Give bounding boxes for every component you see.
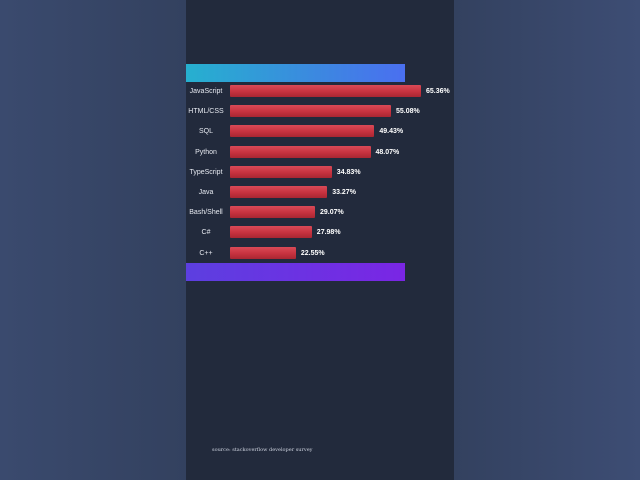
bar-chart: JavaScript 65.36% HTML/CSS 55.08% SQL 49.43% P…: [186, 0, 454, 480]
bar: [230, 85, 421, 97]
value-label: 34.83%: [336, 168, 361, 176]
value-label: 55.08%: [396, 108, 420, 116]
background-left: [0, 0, 186, 480]
value-label: 49.43%: [379, 128, 404, 136]
value-label: 27.98%: [316, 229, 341, 237]
category-label: TypeScript: [189, 168, 223, 176]
bar: [230, 165, 332, 178]
category-label: SQL: [198, 128, 213, 136]
category-label: C++: [199, 249, 213, 257]
value-label: 33.27%: [332, 189, 356, 196]
value-label: 29.07%: [320, 209, 344, 217]
value-label: 65.36%: [426, 88, 450, 95]
background-right: [454, 0, 640, 480]
video-panel: JavaScript 65.36% HTML/CSS 55.08% SQL 49.43% P…: [186, 0, 454, 480]
bar: [230, 125, 375, 138]
top-gradient-band: [186, 64, 405, 82]
category-label: JavaScript: [189, 88, 223, 95]
bar: [230, 145, 371, 158]
category-label: Python: [195, 148, 217, 156]
category-label: C#: [201, 229, 211, 237]
value-label: 22.55%: [300, 249, 325, 257]
bar: [230, 105, 391, 118]
category-label: Java: [198, 189, 214, 196]
bar: [230, 186, 328, 198]
bar: [230, 246, 296, 259]
bar: [230, 226, 312, 239]
category-label: Bash/Shell: [189, 209, 223, 217]
bottom-gradient-band: [186, 263, 405, 281]
category-label: HTML/CSS: [188, 108, 224, 116]
source-note: source: stackoverflow developer survey: [212, 447, 313, 453]
bar: [230, 206, 315, 219]
value-label: 48.07%: [375, 148, 400, 156]
